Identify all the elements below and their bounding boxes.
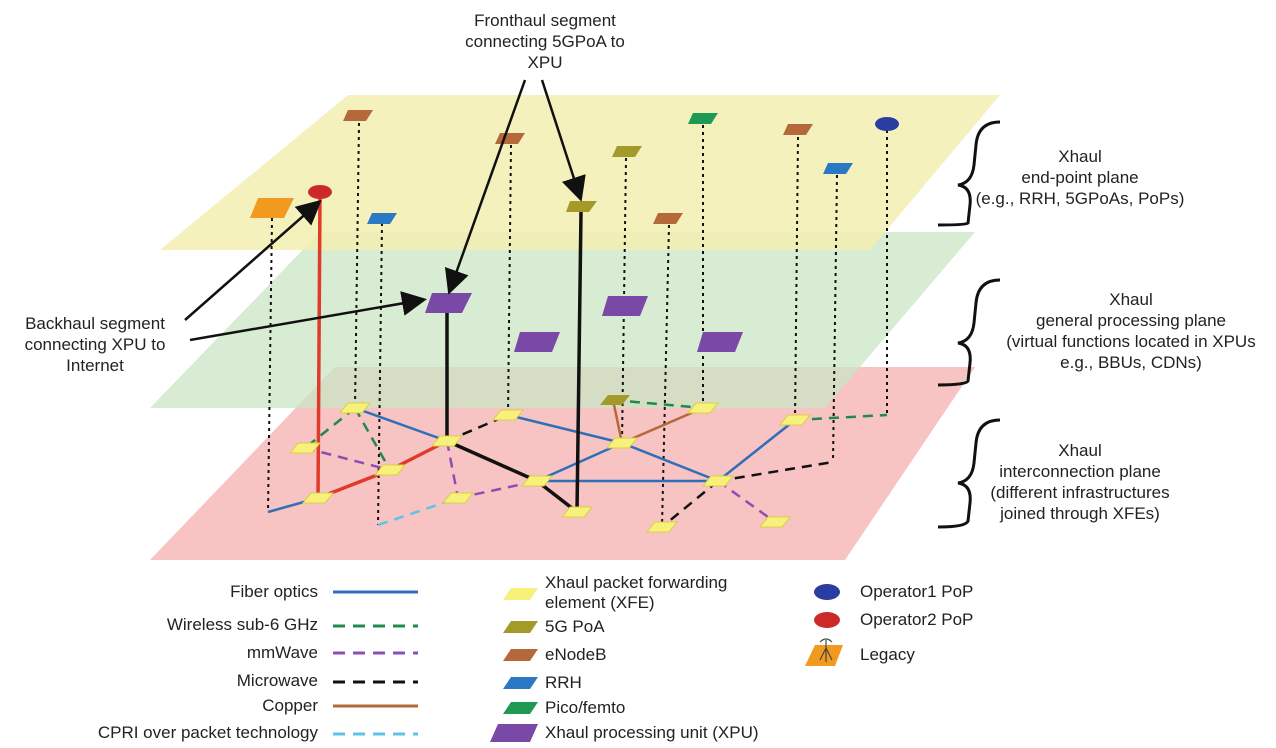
rrh-node: [823, 163, 853, 174]
5gpoa-node: [600, 395, 630, 405]
enodeb-node: [343, 110, 373, 121]
xfe-node: [520, 475, 554, 487]
legend-pico-swatch: [503, 702, 538, 714]
processing-line-3: (virtual functions located in XPUs: [1006, 332, 1256, 351]
xfe-nodes: [288, 402, 812, 533]
backhaul-line-2: connecting XPU to: [24, 335, 166, 354]
endpoint-line-2: end-point plane: [1021, 168, 1139, 187]
legend-pico-label: Pico/femto: [545, 698, 626, 717]
legend-cpri-label: CPRI over packet technology: [97, 723, 318, 742]
fronthaul-line-1: Fronthaul segment: [474, 11, 616, 30]
operator1-pop: [875, 117, 899, 131]
legend-rrh-swatch: [503, 677, 538, 689]
legend-rrh-label: RRH: [545, 673, 582, 692]
xfe-node: [491, 409, 525, 421]
xfe-node: [430, 435, 464, 447]
legend-wireless-label: Wireless sub-6 GHz: [166, 615, 318, 634]
legend-legacy-swatch: [805, 645, 843, 666]
xpu-node: [697, 332, 743, 352]
legend-node-samples: [490, 584, 843, 742]
xfe-node: [605, 437, 639, 449]
processing-line-1: Xhaul: [1109, 290, 1153, 309]
legend-operator2-swatch: [814, 612, 840, 628]
interconnection-plane: [150, 367, 975, 560]
5gpoa-node: [566, 201, 597, 212]
xfe-node: [560, 506, 594, 518]
legend-xfe-label: Xhaul packet forwarding element (XFE): [545, 573, 727, 613]
callout-arrows: [184, 79, 586, 342]
xpu-nodes: [425, 293, 743, 352]
endpoint-plane-label: Xhaul end-point plane (e.g., RRH, 5GPoAs…: [950, 146, 1210, 209]
legacy-node: [250, 198, 294, 218]
legend-microwave-label: Microwave: [236, 671, 318, 690]
backhaul-line-1: Backhaul segment: [25, 314, 165, 333]
drop-lines: [267, 122, 888, 528]
legend-xfe-swatch: [503, 588, 538, 600]
processing-line-2: general processing plane: [1036, 311, 1226, 330]
legend-legacy-label: Legacy: [860, 645, 915, 664]
fronthaul-line-3: XPU: [527, 53, 563, 72]
rrh-node: [367, 213, 397, 224]
legend-mmwave-label: mmWave: [246, 643, 318, 662]
xfe-node: [441, 492, 475, 504]
legend-copper-label: Copper: [262, 696, 318, 715]
xfe-node: [645, 521, 679, 533]
interconnection-line-4: joined through XFEs): [1000, 504, 1160, 523]
legend-xfe-line-1: Xhaul packet forwarding: [545, 573, 728, 592]
xpu-node: [602, 296, 648, 316]
interconnection-plane-label: Xhaul interconnection plane (different i…: [965, 440, 1195, 524]
xfe-node: [686, 402, 720, 414]
xfe-node: [338, 402, 372, 414]
legend-link-samples: [333, 590, 418, 736]
enodeb-node: [783, 124, 813, 135]
backhaul-line-3: Internet: [66, 356, 124, 375]
xpu-node: [425, 293, 472, 313]
links: [267, 194, 888, 528]
legend-enodeb-swatch: [503, 649, 538, 661]
endpoint-line-1: Xhaul: [1058, 147, 1102, 166]
legend-operator1-label: Operator1 PoP: [860, 582, 974, 601]
pico-node: [688, 113, 718, 124]
plane-braces: [937, 120, 1001, 529]
legend-xpu-label: Xhaul processing unit (XPU): [545, 723, 759, 742]
antenna-icon: [819, 638, 833, 662]
xpu-node: [514, 332, 560, 352]
interconnection-line-2: interconnection plane: [999, 462, 1161, 481]
legend-5gpoa-swatch: [503, 621, 538, 633]
processing-plane: [150, 232, 975, 408]
xfe-node: [288, 442, 322, 454]
processing-plane-label: Xhaul general processing plane (virtual …: [995, 289, 1267, 373]
endpoint-nodes: [250, 110, 899, 224]
processing-line-4: e.g., BBUs, CDNs): [1060, 353, 1202, 372]
legend-xpu-swatch: [490, 724, 538, 742]
legend-operator2-label: Operator2 PoP: [860, 610, 974, 629]
fronthaul-line-2: connecting 5GPoA to: [465, 32, 625, 51]
operator2-pop: [308, 185, 332, 199]
legend-operator1-swatch: [814, 584, 840, 600]
enodeb-node: [653, 213, 683, 224]
legend-fiber-label: Fiber optics: [230, 582, 318, 601]
xfe-node: [301, 492, 335, 504]
xfe-node: [373, 464, 407, 476]
legend-enodeb-label: eNodeB: [545, 645, 607, 664]
xfe-node: [778, 414, 812, 426]
legend-5gpoa-label: 5G PoA: [545, 617, 605, 636]
legend-xfe-line-2: element (XFE): [545, 593, 655, 612]
backhaul-callout: Backhaul segment connecting XPU to Inter…: [5, 313, 185, 376]
xfe-node: [701, 475, 735, 487]
5gpoa-node: [612, 146, 642, 157]
xfe-node: [758, 516, 792, 528]
endpoint-line-3: (e.g., RRH, 5GPoAs, PoPs): [975, 189, 1185, 208]
fronthaul-callout: Fronthaul segment connecting 5GPoA to XP…: [455, 10, 635, 73]
interconnection-line-1: Xhaul: [1058, 441, 1102, 460]
interconnection-line-3: (different infrastructures: [990, 483, 1170, 502]
